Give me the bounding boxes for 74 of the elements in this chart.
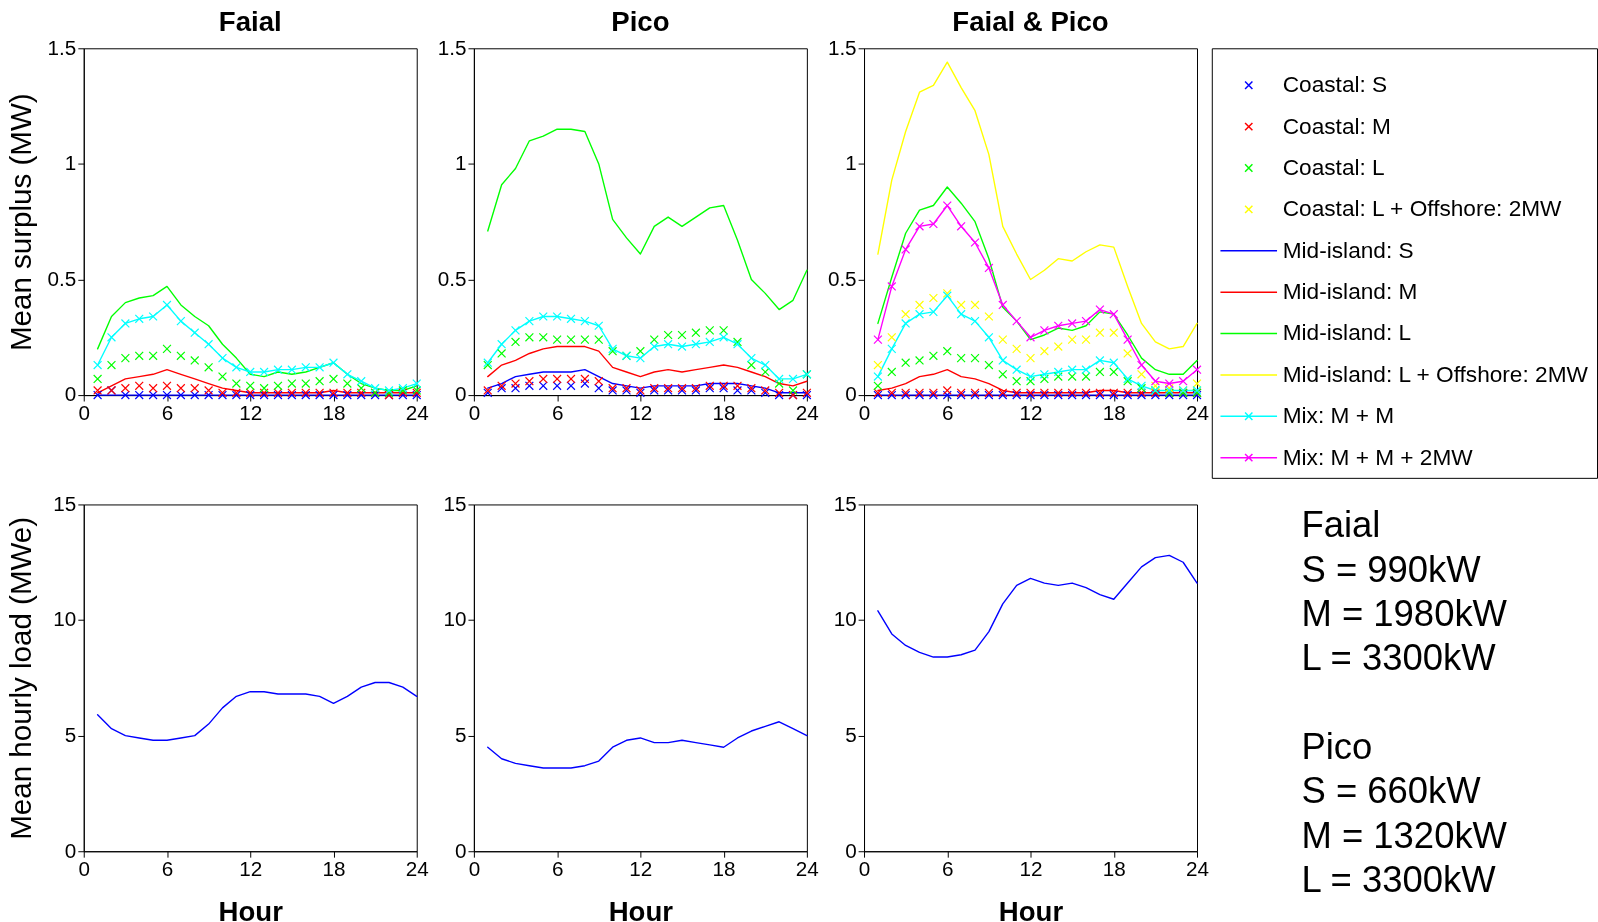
x-tick-label: 6 <box>942 401 954 425</box>
x-tick-label: 18 <box>712 401 736 425</box>
text: S = 990kW <box>1301 548 1482 590</box>
x-tick-label: 6 <box>551 857 564 881</box>
y-tick-label: 0 <box>64 382 77 406</box>
y-tick-label: 1 <box>454 151 467 175</box>
x-tick-label: 6 <box>161 401 174 425</box>
x-tick-label: 12 <box>1019 401 1043 425</box>
text: M = 1320kW <box>1301 814 1508 856</box>
x-tick-label: 12 <box>629 401 653 425</box>
x-axis-title: Hour <box>998 895 1064 922</box>
legend-label: Mix: M + M + 2MW <box>1282 443 1474 470</box>
chart-title: Faial & Pico <box>952 5 1109 37</box>
y-tick-label: 1 <box>845 151 857 175</box>
x-tick-label: 24 <box>795 857 819 881</box>
x-tick-label: 12 <box>1019 857 1043 881</box>
legend-label: Coastal: M <box>1282 112 1391 139</box>
text: L = 3300kW <box>1301 637 1497 679</box>
x-tick-label: 18 <box>322 401 346 425</box>
y-tick-label: 15 <box>53 491 77 515</box>
text: M = 1980kW <box>1301 593 1508 635</box>
x-tick-label: 24 <box>405 401 429 425</box>
y-tick-label: 0 <box>845 382 857 406</box>
x-tick-label: 6 <box>551 401 564 425</box>
x-tick-label: 18 <box>1102 857 1126 881</box>
y-tick-label: 1.5 <box>437 35 467 59</box>
chart-title: Faial <box>218 5 282 37</box>
y-tick-label: 0 <box>454 838 467 862</box>
text: S = 660kW <box>1301 770 1482 812</box>
y-tick-label: 5 <box>454 723 467 747</box>
y-axis-title: Mean hourly load (MWe) <box>4 516 38 840</box>
y-tick-label: 5 <box>64 723 77 747</box>
x-tick-label: 6 <box>942 857 954 881</box>
legend-label: Mix: M + M <box>1282 402 1395 429</box>
legend-label: Mid-island: M <box>1282 278 1418 305</box>
y-tick-label: 1.5 <box>827 35 857 59</box>
x-tick-label: 18 <box>322 857 346 881</box>
legend-label: Coastal: S <box>1282 71 1388 98</box>
y-tick-label: 0 <box>845 838 857 862</box>
x-tick-label: 12 <box>239 857 263 881</box>
y-tick-label: 10 <box>53 607 77 631</box>
y-tick-label: 0.5 <box>827 266 857 290</box>
x-tick-label: 24 <box>1186 857 1210 881</box>
y-axis-title: Mean surplus (MW) <box>4 93 38 352</box>
y-tick-label: 10 <box>833 607 857 631</box>
y-tick-label: 5 <box>845 723 857 747</box>
y-tick-label: 0 <box>454 382 467 406</box>
y-tick-label: 0 <box>64 838 77 862</box>
text: Pico <box>1301 726 1373 768</box>
x-tick-label: 24 <box>405 857 429 881</box>
y-tick-label: 1 <box>64 151 77 175</box>
x-tick-label: 12 <box>239 401 263 425</box>
chart-title: Pico <box>611 5 670 37</box>
y-tick-label: 15 <box>833 491 857 515</box>
y-tick-label: 15 <box>443 491 467 515</box>
legend-label: Coastal: L + Offshore: 2MW <box>1282 195 1563 222</box>
text: L = 3300kW <box>1301 859 1497 901</box>
legend-label: Coastal: L <box>1282 153 1385 180</box>
legend-label: Mid-island: L <box>1282 319 1412 346</box>
x-axis-title: Hour <box>608 895 674 922</box>
x-tick-label: 24 <box>1186 401 1210 425</box>
legend-label: Mid-island: L + Offshore: 2MW <box>1282 360 1589 387</box>
x-tick-label: 12 <box>629 857 653 881</box>
x-axis-title: Hour <box>218 895 284 922</box>
x-tick-label: 18 <box>712 857 736 881</box>
x-tick-label: 24 <box>795 401 819 425</box>
y-tick-label: 1.5 <box>47 35 77 59</box>
x-tick-label: 18 <box>1102 401 1126 425</box>
y-tick-label: 10 <box>443 607 467 631</box>
legend-label: Mid-island: S <box>1282 236 1414 263</box>
y-tick-label: 0.5 <box>437 266 467 290</box>
y-tick-label: 0.5 <box>47 266 77 290</box>
x-tick-label: 6 <box>161 857 174 881</box>
text: Faial <box>1301 504 1381 546</box>
